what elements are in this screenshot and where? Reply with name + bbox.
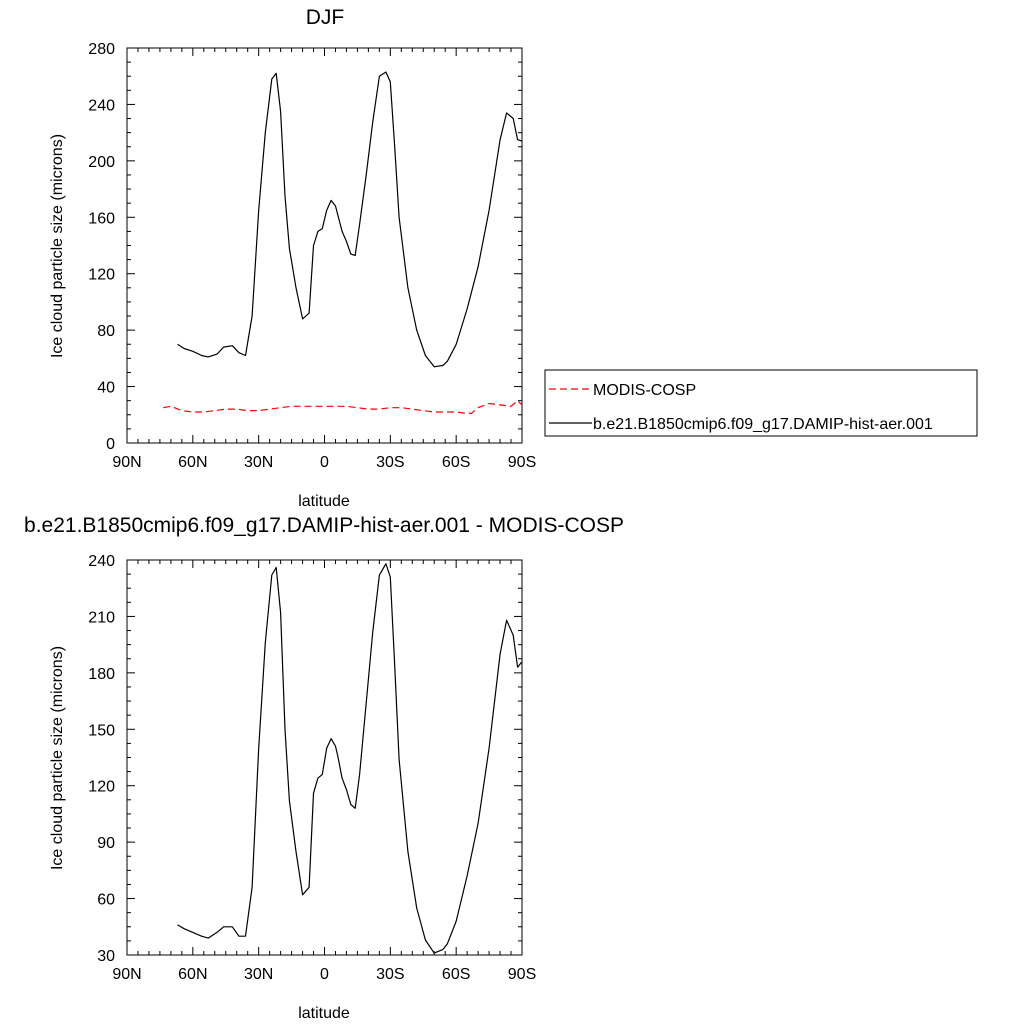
legend-label-model: b.e21.B1850cmip6.f09_g17.DAMIP-hist-aer.…	[593, 416, 933, 433]
x-axis-label: latitude	[298, 493, 350, 510]
y-axis-label: Ice cloud particle size (microns)	[49, 646, 66, 870]
y-tick-label: 90	[97, 835, 115, 852]
x-tick-label: 0	[320, 454, 329, 471]
series-line-model	[177, 563, 523, 954]
difference-panel: b.e21.B1850cmip6.f09_g17.DAMIP-hist-aer.…	[24, 514, 624, 1022]
x-tick-label: 90N	[112, 966, 141, 983]
y-tick-label: 120	[88, 779, 115, 796]
x-tick-label: 60N	[178, 966, 207, 983]
y-tick-label: 180	[88, 666, 115, 683]
y-tick-label: 240	[88, 97, 115, 114]
x-tick-label: 30S	[376, 454, 404, 471]
y-tick-label: 150	[88, 722, 115, 739]
x-tick-label: 30N	[244, 454, 273, 471]
legend: MODIS-COSP b.e21.B1850cmip6.f09_g17.DAMI…	[544, 369, 978, 437]
x-tick-label: 30N	[244, 966, 273, 983]
x-tick-label: 90N	[112, 454, 141, 471]
x-tick-label: 0	[320, 966, 329, 983]
x-tick-label: 60N	[178, 454, 207, 471]
y-tick-label: 40	[97, 380, 115, 397]
y-tick-label: 200	[88, 154, 115, 171]
y-tick-label: 280	[88, 41, 115, 58]
y-tick-label: 210	[88, 609, 115, 626]
legend-box	[544, 369, 978, 437]
x-axis-label: latitude	[298, 1005, 350, 1022]
x-tick-label: 30S	[376, 966, 404, 983]
x-tick-label: 60S	[442, 454, 470, 471]
y-tick-label: 160	[88, 210, 115, 227]
legend-label-modis: MODIS-COSP	[593, 382, 696, 399]
djf-panel: DJF Ice cloud particle size (microns) la…	[49, 6, 536, 510]
chart-title: DJF	[306, 6, 345, 29]
chart-title: b.e21.B1850cmip6.f09_g17.DAMIP-hist-aer.…	[24, 514, 624, 537]
series-line-model	[177, 71, 523, 368]
series-line-modis-cosp	[163, 400, 523, 414]
y-tick-label: 80	[97, 323, 115, 340]
y-tick-label: 240	[88, 553, 115, 570]
plot-frame	[126, 47, 523, 444]
x-tick-label: 90S	[508, 454, 536, 471]
y-tick-label: 0	[106, 436, 115, 453]
x-tick-label: 60S	[442, 966, 470, 983]
x-tick-label: 90S	[508, 966, 536, 983]
y-tick-label: 60	[97, 892, 115, 909]
y-tick-label: 120	[88, 267, 115, 284]
y-axis-label: Ice cloud particle size (microns)	[49, 134, 66, 358]
y-tick-label: 30	[97, 948, 115, 965]
